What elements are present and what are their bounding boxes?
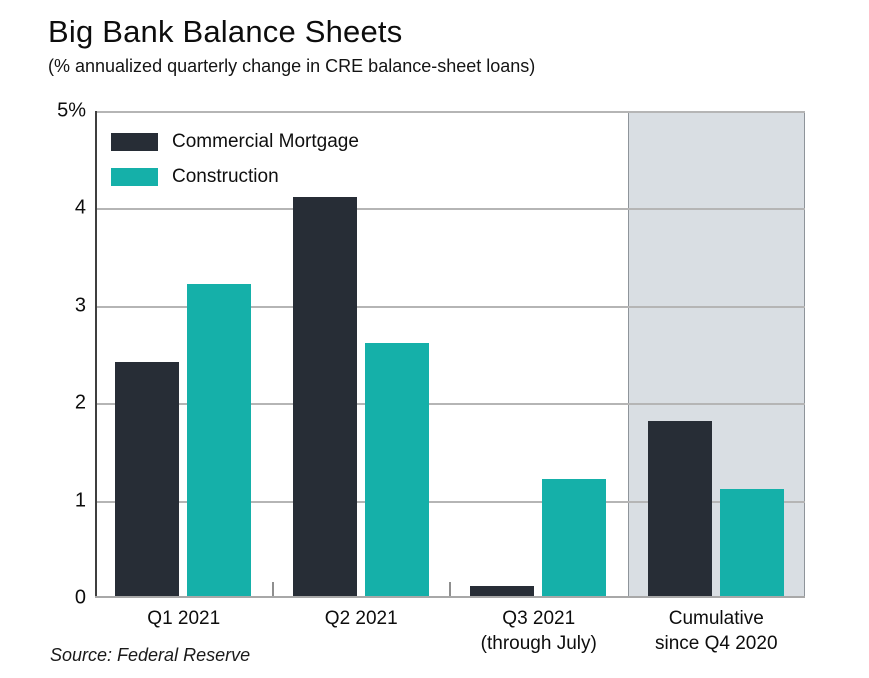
gridline-5 xyxy=(95,111,805,113)
source-note: Source: Federal Reserve xyxy=(50,645,251,665)
y-tick-label-5: 5% xyxy=(57,99,86,122)
y-tick-label-1: 1 xyxy=(74,489,86,512)
bar-commercial_mortgage-category-3 xyxy=(647,420,712,596)
x-category-label-0: Q1 2021 xyxy=(147,608,221,629)
bar-construction-category-2 xyxy=(542,479,606,596)
bar-construction-category-1 xyxy=(364,342,429,596)
x-category-label-1: Q2 2021 xyxy=(324,608,398,629)
bar-commercial_mortgage-category-0 xyxy=(115,362,179,596)
bar-construction-category-3 xyxy=(719,488,784,596)
legend-label-commercial-mortgage: Commercial Mortgage xyxy=(172,131,359,152)
y-axis-labels: 5% 4 3 2 1 0 xyxy=(0,0,86,678)
gridline-4 xyxy=(95,208,805,211)
x-category-label-3: Cumulative since Q4 2020 xyxy=(654,608,778,654)
gridline-2 xyxy=(95,403,805,406)
legend-item-construction: Construction xyxy=(111,166,359,188)
gridline-3 xyxy=(95,305,805,308)
bar-commercial_mortgage-category-2 xyxy=(470,586,534,596)
legend-label-construction: Construction xyxy=(172,166,279,187)
y-tick-label-0: 0 xyxy=(74,586,86,609)
bar-commercial_mortgage-category-1 xyxy=(292,196,357,596)
chart-subtitle: (% annualized quarterly change in CRE ba… xyxy=(48,56,536,76)
gridline-1 xyxy=(95,500,805,503)
legend: Commercial Mortgage Construction xyxy=(111,131,359,201)
category-tick xyxy=(271,582,274,596)
x-axis-line xyxy=(95,596,805,598)
plot-area: Commercial Mortgage Construction xyxy=(95,111,805,598)
category-tick xyxy=(449,582,451,596)
y-tick-label-3: 3 xyxy=(74,294,86,317)
y-tick-label-2: 2 xyxy=(74,391,86,414)
chart-title: Big Bank Balance Sheets xyxy=(48,14,403,49)
legend-swatch-construction xyxy=(111,168,158,186)
legend-swatch-commercial-mortgage xyxy=(111,133,158,151)
legend-item-commercial-mortgage: Commercial Mortgage xyxy=(111,131,359,153)
x-category-label-2: Q3 2021 (through July) xyxy=(480,608,597,654)
y-axis-line xyxy=(95,111,97,598)
y-tick-label-4: 4 xyxy=(74,196,86,219)
bar-construction-category-0 xyxy=(187,284,251,596)
